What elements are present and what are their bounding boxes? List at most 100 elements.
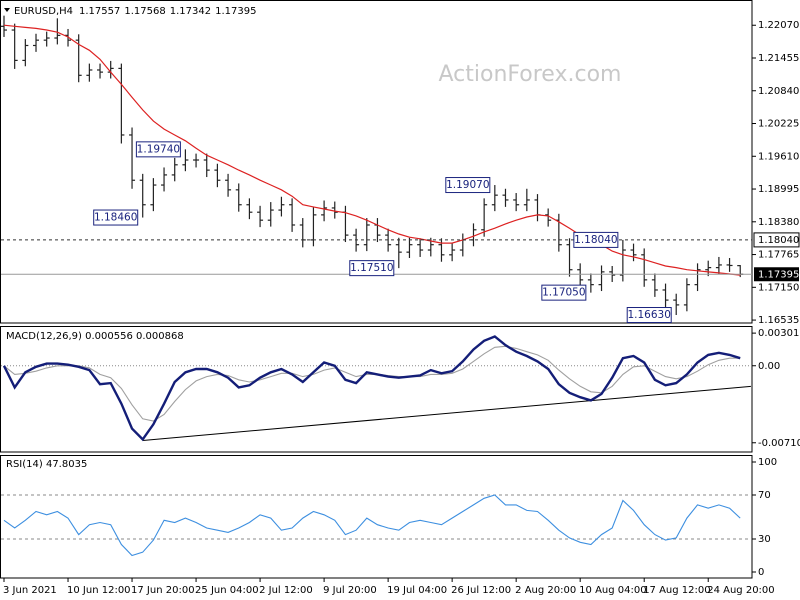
ohlc-bar [331,201,338,219]
ohlc-bar [22,39,29,67]
ohlc-bar [438,238,445,262]
y-tick-label: 1.18995 [758,184,799,195]
ohlc-bar [139,173,146,218]
level-box [753,232,800,248]
rsi-panel [0,455,753,579]
ohlc-bar [481,198,488,237]
last-close: 1.17395 [215,6,256,17]
x-tick-label: 2 Aug 20:00 [515,585,576,596]
ohlc-bar [97,63,104,79]
ohlc-bar [33,33,40,52]
annotation-label: 1.16630 [627,309,670,321]
ohlc-bar [1,15,7,37]
annotation-label: 1.18460 [94,212,137,224]
y-tick-label: 30 [758,534,771,545]
x-tick-label: 9 Jul 20:00 [323,585,377,596]
annotation-box [626,307,672,324]
y-tick-label: -0.007109 [758,438,800,449]
y-tick-label: 1.20840 [758,86,799,97]
ohlc-bar [449,243,456,262]
y-tick-label: 0.00 [758,361,780,372]
annotation-label: 1.19740 [137,143,180,155]
annotation-label: 1.17510 [350,262,393,274]
x-tick-label: 24 Aug 20:00 [707,585,774,596]
ohlc-bar [193,153,200,168]
annotation-box [135,141,181,158]
ohlc-bar [651,273,658,297]
x-tick-label: 17 Jun 20:00 [131,585,195,596]
ohlc-bar [118,63,125,144]
ohlc-bar [598,265,605,292]
ohlc-bar [566,238,573,277]
y-tick-label: 1.21455 [758,53,799,64]
ohlc-bar [43,31,50,47]
ohlc-bar [406,237,413,259]
ohlc-bar [715,256,722,274]
annotation-box [541,284,587,301]
ohlc-bar [182,149,189,172]
x-tick-label: 3 Jun 2021 [3,585,57,596]
annotation-box [349,260,395,277]
ohlc-bar [395,237,402,269]
trendline [142,385,751,441]
ohlc-bar [321,200,328,222]
watermark: ActionForex.com [439,62,622,87]
last-low: 1.17342 [170,6,211,17]
x-tick-label: 10 Aug 04:00 [579,585,646,596]
y-tick-label: 1.18380 [758,217,799,228]
ohlc-bar [694,263,701,292]
ohlc-bar [502,188,509,207]
x-tick-label: 17 Aug 12:00 [643,585,710,596]
ohlc-bar [289,198,296,232]
y-tick-label: 70 [758,490,771,501]
macd-header: MACD(12,26,9) 0.000556 0.000868 [6,331,184,342]
ohlc-bar [257,205,264,228]
ohlc-bar [11,23,18,69]
x-tick-label: 26 Jul 12:00 [451,585,511,596]
ohlc-bar [171,157,178,182]
x-tick-label: 25 Jun 04:00 [195,585,259,596]
ohlc-bar [705,260,712,277]
macd-panel [0,326,753,453]
level-label: 1.18040 [758,235,799,246]
ohlc-bar [641,248,648,287]
ohlc-bar [214,163,221,188]
ohlc-bar [225,173,232,197]
ohlc-bar [577,263,584,287]
y-tick-label: 1.20225 [758,119,799,130]
series-line [2,335,741,442]
ohlc-bar [161,167,168,192]
ohlc-bar [363,218,370,252]
price-header: EURUSD,H4 1.17557 1.17568 1.17342 1.17395 [14,6,256,17]
series-line [3,494,741,557]
annotation-label: 1.17050 [542,287,585,299]
ohlc-bar [75,34,82,83]
x-tick-label: 19 Jul 04:00 [387,585,447,596]
y-tick-label: 1.19610 [758,151,799,162]
ohlc-bar [726,258,733,272]
y-tick-label: 1.17150 [758,282,799,293]
y-tick-label: 0 [758,567,764,578]
current-price-box [754,267,799,282]
ohlc-bar [385,228,392,252]
ohlc-bar [150,178,157,212]
ohlc-bar [267,202,274,227]
ohlc-bar [513,193,520,212]
ohlc-bar [545,208,552,227]
symbol: EURUSD,H4 [14,6,73,17]
annotation-box [93,209,139,226]
ohlc-bar [523,188,530,212]
annotation-box [445,177,491,194]
ohlc-bar [86,63,93,82]
last-open: 1.17557 [79,6,120,17]
moving-average [3,24,741,276]
ohlc-bar [673,293,680,316]
annotation-label: 1.19070 [446,179,489,191]
ohlc-bar [662,283,669,308]
ohlc-bar [683,278,690,312]
y-tick-label: 100 [758,457,777,468]
ohlc-bar [587,273,594,293]
y-tick-label: 1.22070 [758,20,799,31]
price-panel [0,0,753,324]
